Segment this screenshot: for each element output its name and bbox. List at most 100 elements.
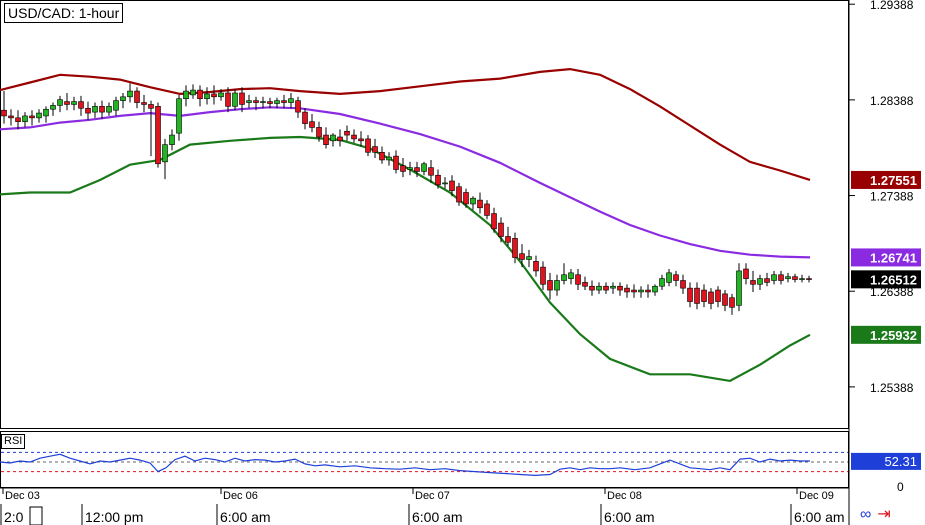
price-badge: 1.25932 <box>851 325 921 344</box>
candle-body <box>806 278 812 280</box>
jump-to-end-icon[interactable]: ⇥ <box>877 506 891 523</box>
candle <box>239 87 245 113</box>
candle-body <box>141 102 147 105</box>
candle-body <box>253 100 259 103</box>
x-date-label: Dec 07 <box>415 490 450 502</box>
price-badge-text: 1.27551 <box>870 173 917 188</box>
candle <box>225 87 231 113</box>
y-tick-label: 1.26388 <box>870 285 914 299</box>
candle-body <box>435 174 441 186</box>
candle-body <box>631 289 637 293</box>
candle-body <box>526 256 532 260</box>
candle-body <box>92 106 98 113</box>
candle <box>113 96 119 116</box>
candle-body <box>71 101 77 105</box>
candle <box>449 175 455 197</box>
candle <box>533 255 539 277</box>
candle-body <box>204 93 210 100</box>
rsi-pane-border <box>0 431 849 488</box>
candle <box>757 274 763 291</box>
x-time-label: 6:00 am <box>604 509 655 525</box>
candle <box>750 270 756 292</box>
candle <box>162 138 168 180</box>
candle <box>785 272 791 283</box>
candle <box>337 129 343 147</box>
candle <box>603 282 609 294</box>
candle <box>309 114 315 133</box>
lower-band-line <box>0 135 811 383</box>
candle-body <box>218 92 224 98</box>
candle-body <box>498 222 504 237</box>
candle <box>372 138 378 159</box>
candle-body <box>162 144 168 163</box>
candle <box>344 125 350 141</box>
candle-body <box>239 92 245 105</box>
candle <box>295 96 301 118</box>
candle <box>71 96 77 111</box>
candle <box>659 274 665 291</box>
candle-body <box>295 100 301 113</box>
candle-body <box>8 115 14 119</box>
candle-body <box>155 106 161 165</box>
candle-body <box>575 274 581 285</box>
rsi-plot: 52.31 0 <box>0 451 921 494</box>
candle <box>323 127 329 149</box>
candle <box>701 284 707 308</box>
candle-body <box>78 101 84 109</box>
candle <box>512 232 518 264</box>
candle <box>36 109 42 123</box>
link-icon[interactable]: ∞ <box>860 506 872 523</box>
candle-body <box>701 289 707 302</box>
main-pane-border <box>0 0 849 429</box>
candle-body <box>281 100 287 103</box>
candle <box>400 158 406 178</box>
price-badge: 1.26512 <box>851 270 921 289</box>
candles <box>1 83 812 315</box>
candle <box>365 135 371 157</box>
rsi-value-badge: 52.31 <box>851 452 921 470</box>
candle-body <box>687 287 693 302</box>
candle <box>799 274 805 283</box>
candle-body <box>260 101 266 103</box>
candle-body <box>638 289 644 293</box>
candle-body <box>344 130 350 136</box>
candle-body <box>561 274 567 281</box>
candle <box>631 284 637 298</box>
rsi-line <box>0 453 810 477</box>
nav-icons: ∞ ⇥ <box>860 504 897 524</box>
candle-body <box>694 287 700 304</box>
candle <box>134 87 140 109</box>
chart-title: USD/CAD: 1-hour <box>4 3 124 23</box>
candle <box>120 92 126 109</box>
candle <box>722 290 728 312</box>
candle <box>736 263 742 312</box>
price-badge-text: 1.26512 <box>870 272 917 287</box>
candle-body <box>127 90 133 98</box>
candle-body <box>547 280 553 291</box>
y-tick-label: 1.28388 <box>870 94 914 108</box>
candle-body <box>554 280 560 291</box>
candle <box>204 87 210 105</box>
candle <box>540 261 546 291</box>
candle <box>351 129 357 143</box>
candle-body <box>477 199 483 209</box>
candle-body <box>645 289 651 293</box>
candle-body <box>43 108 49 117</box>
candle-body <box>414 167 420 172</box>
candle <box>519 244 525 268</box>
bollinger-bands <box>0 67 811 383</box>
candle-body <box>449 180 455 191</box>
candle-body <box>36 112 42 119</box>
candle <box>435 169 441 189</box>
candle-body <box>99 106 105 113</box>
candle <box>267 97 273 109</box>
candle <box>246 94 252 109</box>
candle-body <box>624 287 630 293</box>
candle <box>8 109 14 126</box>
candle <box>197 85 203 107</box>
candle-body <box>484 203 490 216</box>
candle <box>99 100 105 119</box>
candle <box>106 102 112 116</box>
